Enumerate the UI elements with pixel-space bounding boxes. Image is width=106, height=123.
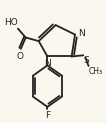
Text: CH₃: CH₃ xyxy=(89,67,103,76)
Text: F: F xyxy=(45,111,50,120)
Text: S: S xyxy=(84,56,89,65)
Text: N: N xyxy=(78,29,85,38)
Text: O: O xyxy=(17,52,24,61)
Text: N: N xyxy=(45,59,51,69)
Text: HO: HO xyxy=(4,18,17,27)
